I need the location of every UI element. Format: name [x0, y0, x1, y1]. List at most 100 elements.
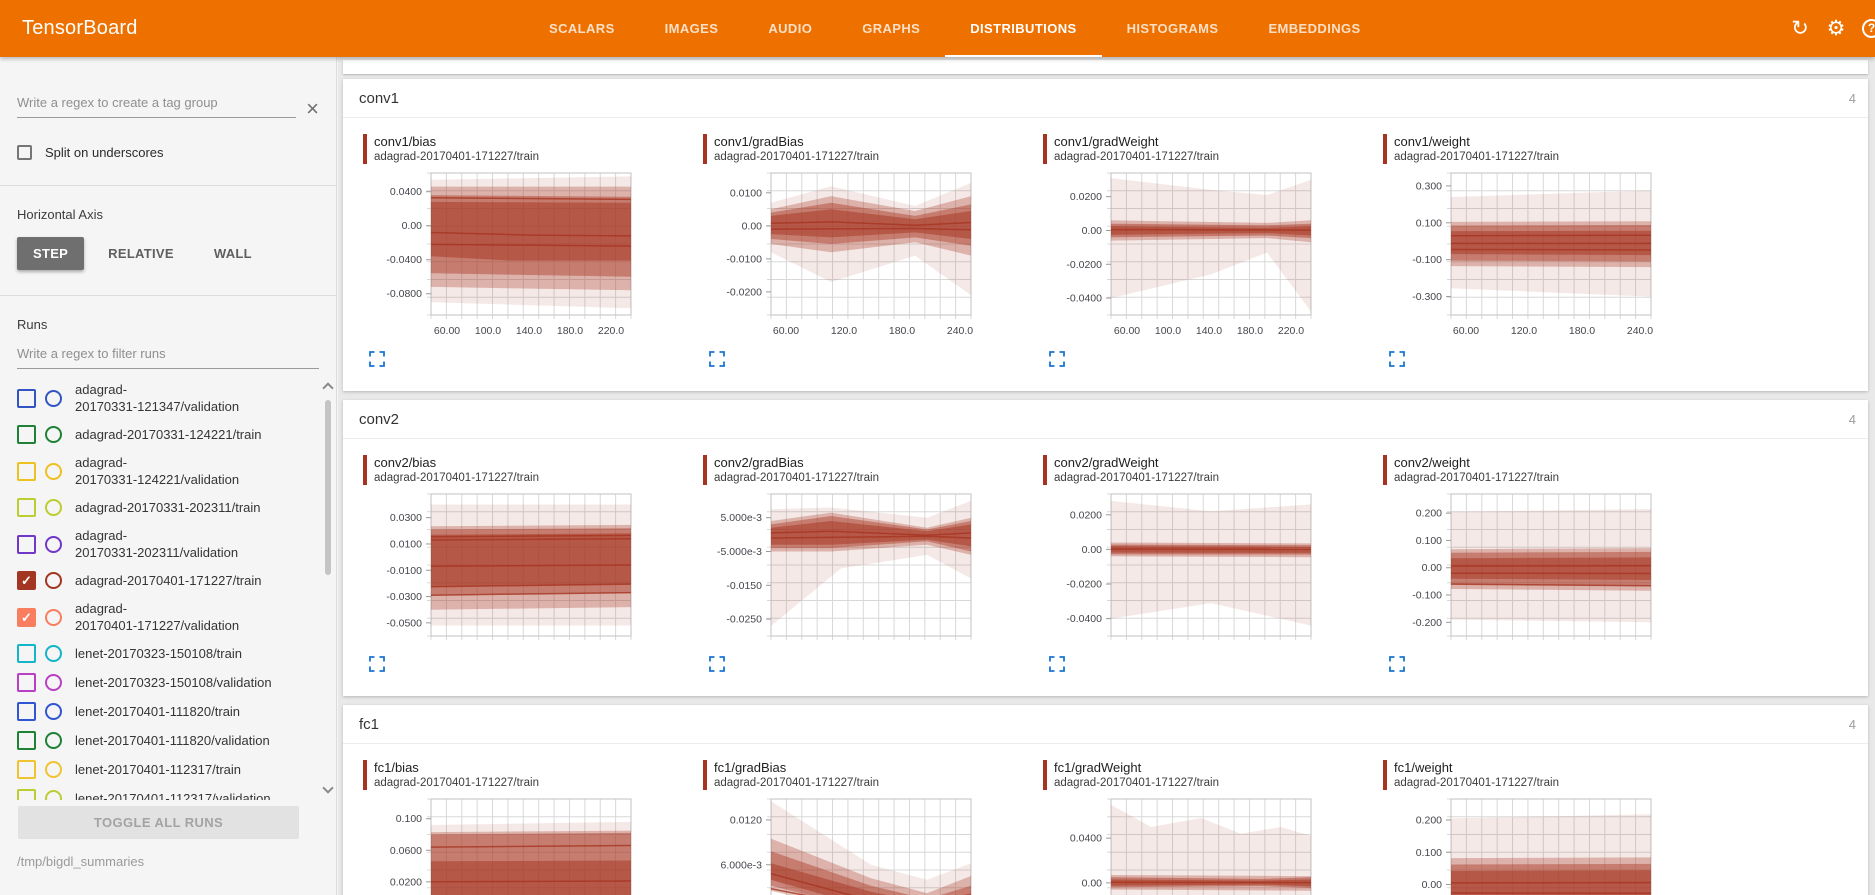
- run-item[interactable]: adagrad- 20170331-202311/validation: [0, 522, 336, 566]
- run-checkbox[interactable]: [17, 702, 36, 721]
- expand-chart-button[interactable]: [709, 351, 725, 369]
- split-on-underscores-checkbox[interactable]: Split on underscores: [17, 145, 319, 160]
- tab-graphs[interactable]: GRAPHS: [862, 21, 921, 36]
- run-item[interactable]: lenet-20170401-111820/train: [0, 697, 336, 726]
- tag-regex-input[interactable]: [17, 95, 297, 118]
- expand-chart-button[interactable]: [369, 656, 385, 674]
- run-checkbox[interactable]: [17, 760, 36, 779]
- run-item[interactable]: lenet-20170401-111820/validation: [0, 726, 336, 755]
- run-item[interactable]: adagrad- 20170331-124221/validation: [0, 449, 336, 493]
- svg-text:-0.200: -0.200: [1412, 617, 1442, 629]
- run-color-circle[interactable]: [45, 732, 62, 749]
- chart-title-block: conv2/weight adagrad-20170401-171227/trai…: [1383, 455, 1713, 485]
- run-color-circle[interactable]: [45, 572, 62, 589]
- expand-chart-button[interactable]: [1049, 656, 1065, 674]
- distribution-plot: 0.0200 0.00 -0.0200 -0.0400 60.00 100.0 140.0 1…: [1066, 172, 1312, 337]
- run-item[interactable]: ✓ adagrad- 20170401-171227/validation: [0, 595, 336, 639]
- tab-images[interactable]: IMAGES: [664, 21, 719, 36]
- axis-option-wall[interactable]: WALL: [198, 237, 268, 270]
- expand-chart-button[interactable]: [1049, 351, 1065, 369]
- tab-audio[interactable]: AUDIO: [768, 21, 813, 36]
- run-color-circle[interactable]: [45, 608, 62, 626]
- tab-embeddings[interactable]: EMBEDDINGS: [1268, 21, 1361, 36]
- run-color-circle[interactable]: [45, 645, 62, 662]
- group-header[interactable]: conv2 4: [343, 400, 1868, 439]
- refresh-icon[interactable]: ↻: [1791, 17, 1809, 40]
- chart-run-name: adagrad-20170401-171227/train: [714, 777, 879, 789]
- run-label: adagrad-20170331-124221/train: [75, 427, 262, 442]
- group-header[interactable]: conv1 4: [343, 79, 1868, 118]
- run-checkbox[interactable]: [17, 498, 36, 517]
- run-checkbox[interactable]: [17, 534, 36, 554]
- run-checkbox[interactable]: ✓: [17, 607, 36, 627]
- run-color-circle[interactable]: [45, 790, 62, 800]
- chart-run-name: adagrad-20170401-171227/train: [374, 151, 539, 163]
- svg-text:-0.0200: -0.0200: [726, 286, 762, 298]
- group-title: conv2: [359, 410, 400, 428]
- run-color-circle[interactable]: [45, 703, 62, 720]
- run-color-circle[interactable]: [45, 674, 62, 691]
- svg-text:0.00: 0.00: [742, 220, 763, 232]
- run-label: adagrad-20170401-171227/train: [75, 573, 262, 588]
- runs-scrollbar[interactable]: [322, 376, 334, 800]
- run-color-circle[interactable]: [45, 462, 62, 480]
- help-icon[interactable]: ?: [1862, 19, 1875, 38]
- run-item[interactable]: adagrad-20170331-124221/train: [0, 420, 336, 449]
- run-item[interactable]: lenet-20170323-150108/validation: [0, 668, 336, 697]
- run-checkbox[interactable]: [17, 731, 36, 750]
- chart-title-block: conv1/weight adagrad-20170401-171227/trai…: [1383, 134, 1713, 164]
- run-checkbox[interactable]: [17, 425, 36, 444]
- nav-tabs: SCALARS IMAGES AUDIO GRAPHS DISTRIBUTIONS HIS…: [524, 0, 1386, 57]
- runs-regex-input[interactable]: [17, 346, 319, 369]
- checkbox-icon[interactable]: [17, 145, 32, 160]
- group-header[interactable]: fc1 4: [343, 705, 1868, 744]
- close-icon[interactable]: ×: [306, 96, 319, 121]
- run-item[interactable]: adagrad- 20170331-121347/validation: [0, 376, 336, 420]
- axis-option-relative[interactable]: RELATIVE: [92, 237, 190, 270]
- tab-histograms[interactable]: HISTOGRAMS: [1126, 21, 1219, 36]
- run-checkbox[interactable]: [17, 789, 36, 800]
- charts-row: fc1/bias adagrad-20170401-171227/train 0.1…: [343, 744, 1868, 895]
- svg-text:240.0: 240.0: [947, 325, 973, 337]
- run-checkbox[interactable]: ✓: [17, 571, 36, 590]
- expand-chart-button[interactable]: [1389, 351, 1405, 369]
- tab-scalars[interactable]: SCALARS: [549, 21, 615, 36]
- expand-chart-button[interactable]: [1389, 656, 1405, 674]
- run-checkbox[interactable]: [17, 673, 36, 692]
- svg-text:-0.0800: -0.0800: [386, 288, 422, 300]
- run-color-circle[interactable]: [45, 761, 62, 778]
- expand-chart-button[interactable]: [369, 351, 385, 369]
- svg-text:6.000e-3: 6.000e-3: [721, 859, 763, 871]
- run-checkbox[interactable]: [17, 461, 36, 481]
- chevron-down-icon[interactable]: [322, 782, 334, 794]
- group-chart-count: 4: [1848, 90, 1856, 106]
- group-chart-count: 4: [1848, 716, 1856, 732]
- toggle-all-runs-button[interactable]: TOGGLE ALL RUNS: [18, 806, 299, 839]
- run-color-circle[interactable]: [45, 499, 62, 516]
- run-color-circle[interactable]: [45, 426, 62, 443]
- run-item[interactable]: lenet-20170401-112317/validation: [0, 784, 336, 800]
- svg-text:-0.0100: -0.0100: [386, 565, 422, 577]
- chart-run-name: adagrad-20170401-171227/train: [1394, 151, 1559, 163]
- run-checkbox[interactable]: [17, 388, 36, 408]
- run-item[interactable]: lenet-20170323-150108/train: [0, 639, 336, 668]
- run-checkbox[interactable]: [17, 644, 36, 663]
- chevron-up-icon[interactable]: [322, 382, 334, 394]
- scrollbar-thumb[interactable]: [325, 400, 331, 575]
- chart-title: conv1/gradBias: [714, 134, 804, 149]
- run-color-circle[interactable]: [45, 389, 62, 407]
- run-item[interactable]: ✓ adagrad-20170401-171227/train: [0, 566, 336, 595]
- settings-icon[interactable]: ⚙: [1826, 17, 1846, 40]
- tab-distributions[interactable]: DISTRIBUTIONS: [945, 0, 1102, 57]
- chart-run-name: adagrad-20170401-171227/train: [374, 777, 539, 789]
- run-color-bar: [1383, 134, 1387, 164]
- svg-text:0.0200: 0.0200: [390, 876, 422, 888]
- run-item[interactable]: adagrad-20170331-202311/train: [0, 493, 336, 522]
- axis-option-step[interactable]: STEP: [17, 237, 85, 270]
- svg-text:60.00: 60.00: [1114, 325, 1140, 337]
- run-item[interactable]: lenet-20170401-112317/train: [0, 755, 336, 784]
- run-color-circle[interactable]: [45, 535, 62, 553]
- expand-chart-button[interactable]: [709, 656, 725, 674]
- svg-text:0.00: 0.00: [1082, 225, 1103, 237]
